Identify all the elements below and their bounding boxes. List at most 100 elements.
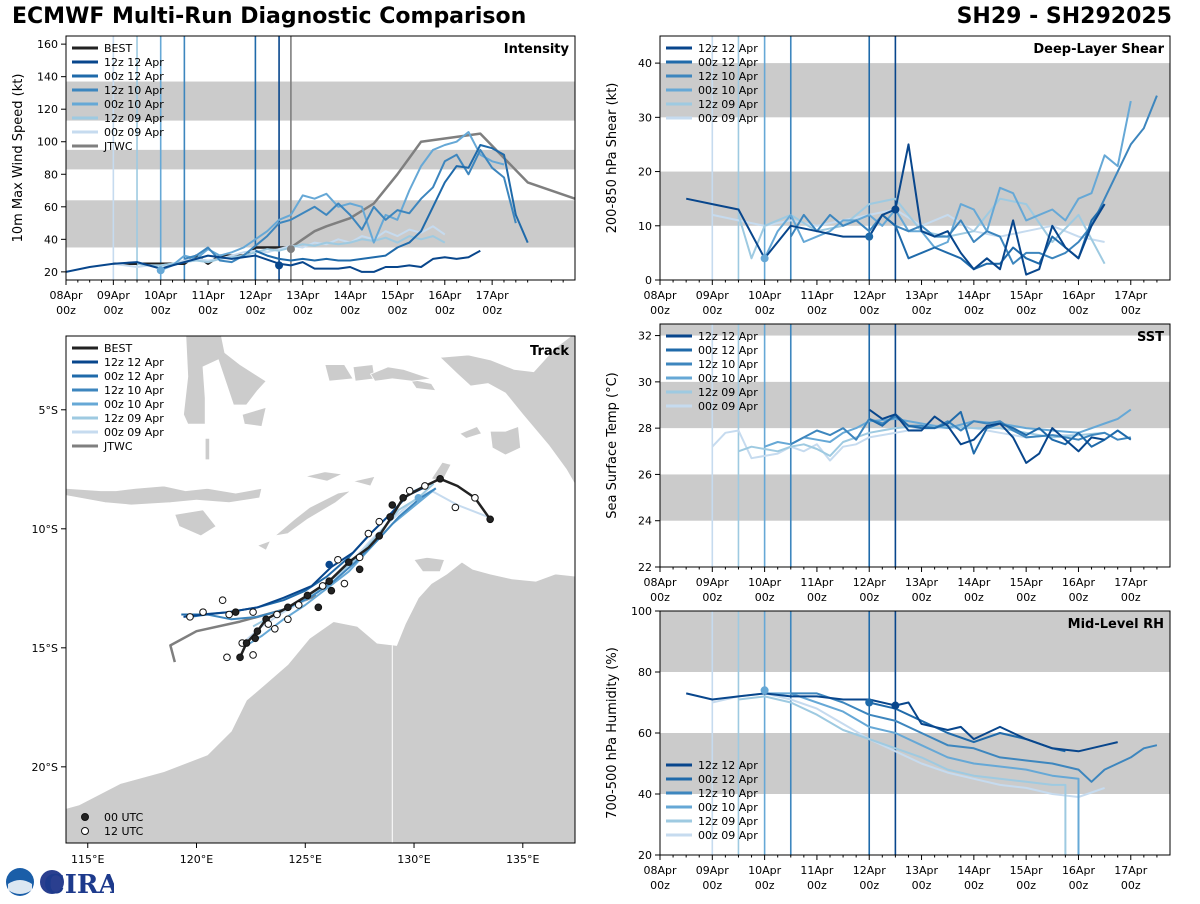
intensity-legend-label: 12z 09 Apr xyxy=(104,112,164,125)
sst-xtick-hour: 00z xyxy=(1121,591,1141,604)
intensity-xtick-hour: 00z xyxy=(340,304,360,317)
shear-band xyxy=(660,171,1170,226)
track-position-marker xyxy=(386,513,394,521)
rh-xtick-hour: 00z xyxy=(859,879,879,892)
rh-xtick-day: 12Apr xyxy=(853,864,887,877)
shear-xtick-hour: 00z xyxy=(859,304,879,317)
intensity-xtick-day: 11Apr xyxy=(192,289,226,302)
rh-xtick-hour: 00z xyxy=(755,879,775,892)
track-position-marker xyxy=(284,615,292,624)
track-map-area xyxy=(66,336,575,843)
intensity-init-marker xyxy=(286,245,295,254)
intensity-legend-label: JTWC xyxy=(103,140,133,153)
intensity-xtick-day: 13Apr xyxy=(286,289,320,302)
track-position-marker xyxy=(303,591,312,600)
track-line xyxy=(238,477,492,658)
shear-band xyxy=(660,63,1170,118)
track-position-marker xyxy=(375,517,384,526)
sst-xtick-day: 08Apr xyxy=(643,576,677,589)
sst-xtick-day: 16Apr xyxy=(1062,576,1096,589)
intensity-series-line xyxy=(255,144,529,262)
sst-xtick-day: 13Apr xyxy=(905,576,939,589)
figure-title: ECMWF Multi-Run Diagnostic Comparison xyxy=(12,4,527,29)
shear-init-marker xyxy=(891,205,900,214)
sst-xtick-hour: 00z xyxy=(807,591,827,604)
sst-ylabel: Sea Surface Temp (°C) xyxy=(605,372,620,519)
landmass xyxy=(204,437,211,461)
shear-xtick-day: 12Apr xyxy=(853,289,887,302)
shear-xtick-day: 13Apr xyxy=(905,289,939,302)
shear-xtick-hour: 00z xyxy=(1016,304,1036,317)
track-position-marker xyxy=(486,515,494,524)
track-position-marker xyxy=(325,560,334,569)
shear-ytick-label: 0 xyxy=(645,274,652,287)
rh-xtick-day: 11Apr xyxy=(800,864,834,877)
shear-xtick-day: 10Apr xyxy=(748,289,782,302)
rh-ytick-label: 100 xyxy=(631,605,652,618)
shear-xtick-day: 11Apr xyxy=(800,289,834,302)
rh-xtick-hour: 00z xyxy=(650,879,670,892)
intensity-legend-label: 12z 12 Apr xyxy=(104,56,164,69)
intensity-xtick-hour: 00z xyxy=(388,304,408,317)
shear-xtick-hour: 00z xyxy=(1121,304,1141,317)
rh-legend-label: 00z 09 Apr xyxy=(698,829,758,842)
shear-xtick-day: 15Apr xyxy=(1010,289,1044,302)
noaa-wave-icon xyxy=(8,880,32,894)
rh-xtick-day: 14Apr xyxy=(957,864,991,877)
intensity-frame xyxy=(65,35,576,281)
track-xtick-label: 115°E xyxy=(71,853,104,866)
rh-legend-label: 12z 10 Apr xyxy=(698,787,758,800)
track-panel-title: Track xyxy=(530,344,569,359)
sst-ytick-label: 30 xyxy=(638,376,652,389)
intensity-band xyxy=(66,149,575,170)
rh-ytick-label: 40 xyxy=(638,788,652,801)
sst-xtick-day: 12Apr xyxy=(853,576,887,589)
track-marker-legend-symbol xyxy=(81,827,89,835)
track-position-marker xyxy=(388,501,397,509)
track-position-marker xyxy=(249,651,257,659)
track-position-marker xyxy=(327,586,336,595)
cira-globe-icon xyxy=(40,870,64,894)
shear-xtick-day: 09Apr xyxy=(696,289,730,302)
intensity-xtick-hour: 00z xyxy=(56,304,76,317)
intensity-xtick-hour: 00z xyxy=(198,304,218,317)
shear-legend-label: 12z 10 Apr xyxy=(698,70,758,83)
rh-ytick-label: 20 xyxy=(638,849,652,862)
rh-series-line xyxy=(738,695,1067,855)
intensity-init-marker xyxy=(275,261,284,270)
track-position-marker xyxy=(223,653,231,662)
intensity-band xyxy=(66,200,575,248)
track-ytick-label: 10°S xyxy=(32,523,58,536)
track-position-marker xyxy=(318,582,327,590)
track-position-marker xyxy=(355,565,364,574)
rh-xtick-hour: 00z xyxy=(807,879,827,892)
shear-panel-title: Deep-Layer Shear xyxy=(1033,42,1164,57)
sst-xtick-hour: 00z xyxy=(1016,591,1036,604)
track-legend-label: 12z 09 Apr xyxy=(104,412,164,425)
sst-xtick-hour: 00z xyxy=(859,591,879,604)
sst-ytick-label: 24 xyxy=(638,515,652,528)
cira-logo: CIRA xyxy=(6,868,114,898)
track-marker-legend-label: 12 UTC xyxy=(104,825,144,838)
landmass xyxy=(66,561,575,843)
track-position-marker xyxy=(364,529,373,538)
sst-legend-label: 00z 12 Apr xyxy=(698,344,758,357)
track-position-marker xyxy=(314,603,323,612)
intensity-ytick-label: 20 xyxy=(44,266,58,279)
landmass xyxy=(66,485,263,506)
rh-legend-label: 12z 12 Apr xyxy=(698,759,758,772)
shear-series-line xyxy=(685,143,1106,276)
shear-series-line xyxy=(737,197,1106,265)
track-position-marker xyxy=(242,639,251,647)
rh-legend-label: 12z 09 Apr xyxy=(698,815,758,828)
rh-series-line xyxy=(685,692,1118,753)
sst-series-line xyxy=(790,415,1131,446)
landmass xyxy=(352,364,376,382)
shear-ytick-label: 20 xyxy=(638,166,652,179)
rh-xtick-hour: 00z xyxy=(1016,879,1036,892)
track-legend-label: 00z 09 Apr xyxy=(104,426,164,439)
track-legend-label: BEST xyxy=(104,342,132,355)
intensity-xtick-day: 08Apr xyxy=(49,289,83,302)
track-position-marker xyxy=(294,601,303,609)
